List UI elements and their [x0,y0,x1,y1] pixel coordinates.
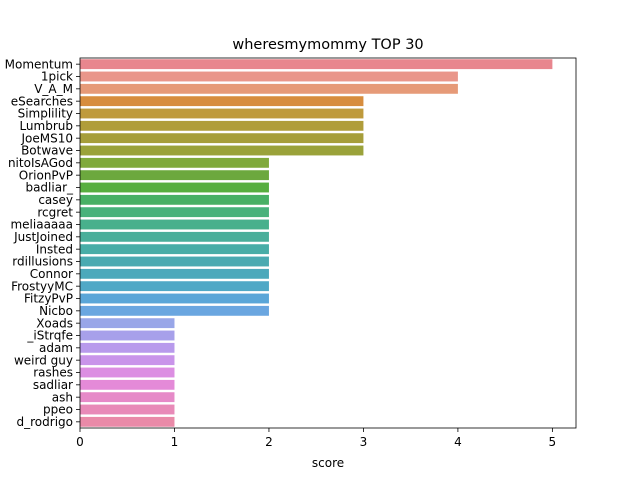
y-tick-label: ppeo [43,403,73,417]
bar-12 [80,207,269,218]
y-tick-label: nitoIsAGod [8,156,73,170]
bar-11 [80,194,269,205]
y-tick-label: rdillusions [12,255,73,269]
chart-title: wheresmymommy TOP 30 [232,37,423,53]
bar-23 [80,342,175,353]
y-tick-label: adam [39,341,73,355]
bar-1 [80,71,458,82]
y-tick-label: Insted [36,242,73,256]
y-tick-label: casey [38,193,73,207]
y-tick-label: Xoads [36,316,73,330]
bar-28 [80,404,175,415]
y-tick-label: _iStrqfe [26,329,73,343]
bar-8 [80,157,269,168]
bar-3 [80,96,364,107]
bar-29 [80,416,175,427]
y-tick-label: Botwave [21,144,73,158]
bar-22 [80,330,175,341]
y-tick-label: Connor [30,267,73,281]
x-axis-label: score [312,456,344,470]
x-tick-label: 0 [76,435,84,449]
y-tick-label: JustJoined [13,230,73,244]
y-tick-label: weird guy [14,353,73,367]
bar-25 [80,367,175,378]
y-tick-label: rashes [33,366,73,380]
bar-19 [80,293,269,304]
y-tick-label: Momentum [5,57,73,71]
x-tick-label: 3 [360,435,368,449]
y-tick-label: JoeMS10 [20,131,73,145]
x-tick-label: 4 [454,435,462,449]
plot-frame [79,57,577,429]
y-tick-label: OrionPvP [19,168,73,182]
bar-17 [80,268,269,279]
x-tick-label: 5 [549,435,557,449]
bar-10 [80,182,269,193]
bar-26 [80,379,175,390]
bar-14 [80,231,269,242]
bar-0 [80,59,553,70]
y-tick-label: Nicbo [39,304,73,318]
y-tick-label: FitzyPvP [24,292,73,306]
y-tick-label: ash [52,390,73,404]
bar-5 [80,120,364,131]
x-tick-label: 2 [265,435,273,449]
y-tick-label: Lumbrub [19,119,73,133]
bar-6 [80,133,364,144]
bar-24 [80,355,175,366]
y-tick-label: d_rodrigo [17,415,73,429]
bar-15 [80,244,269,255]
x-tick-label: 1 [171,435,179,449]
bar-20 [80,305,269,316]
bar-16 [80,256,269,267]
bar-4 [80,108,364,119]
y-tick-label: sadliar [33,378,73,392]
y-tick-label: badliar_ [25,181,74,195]
bar-7 [80,145,364,156]
y-tick-label: V_A_M [34,82,73,96]
bar-21 [80,318,175,329]
y-tick-label: 1pick [41,70,73,84]
y-tick-label: rcgret [37,205,73,219]
bar-18 [80,281,269,292]
bar-13 [80,219,269,230]
bar-2 [80,83,458,94]
y-tick-label: Simplility [18,107,73,121]
y-tick-label: FrostyyMC [11,279,73,293]
bar-9 [80,170,269,181]
bar-27 [80,392,175,403]
y-tick-label: meliaaaaa [10,218,73,232]
y-tick-label: eSearches [11,94,73,108]
